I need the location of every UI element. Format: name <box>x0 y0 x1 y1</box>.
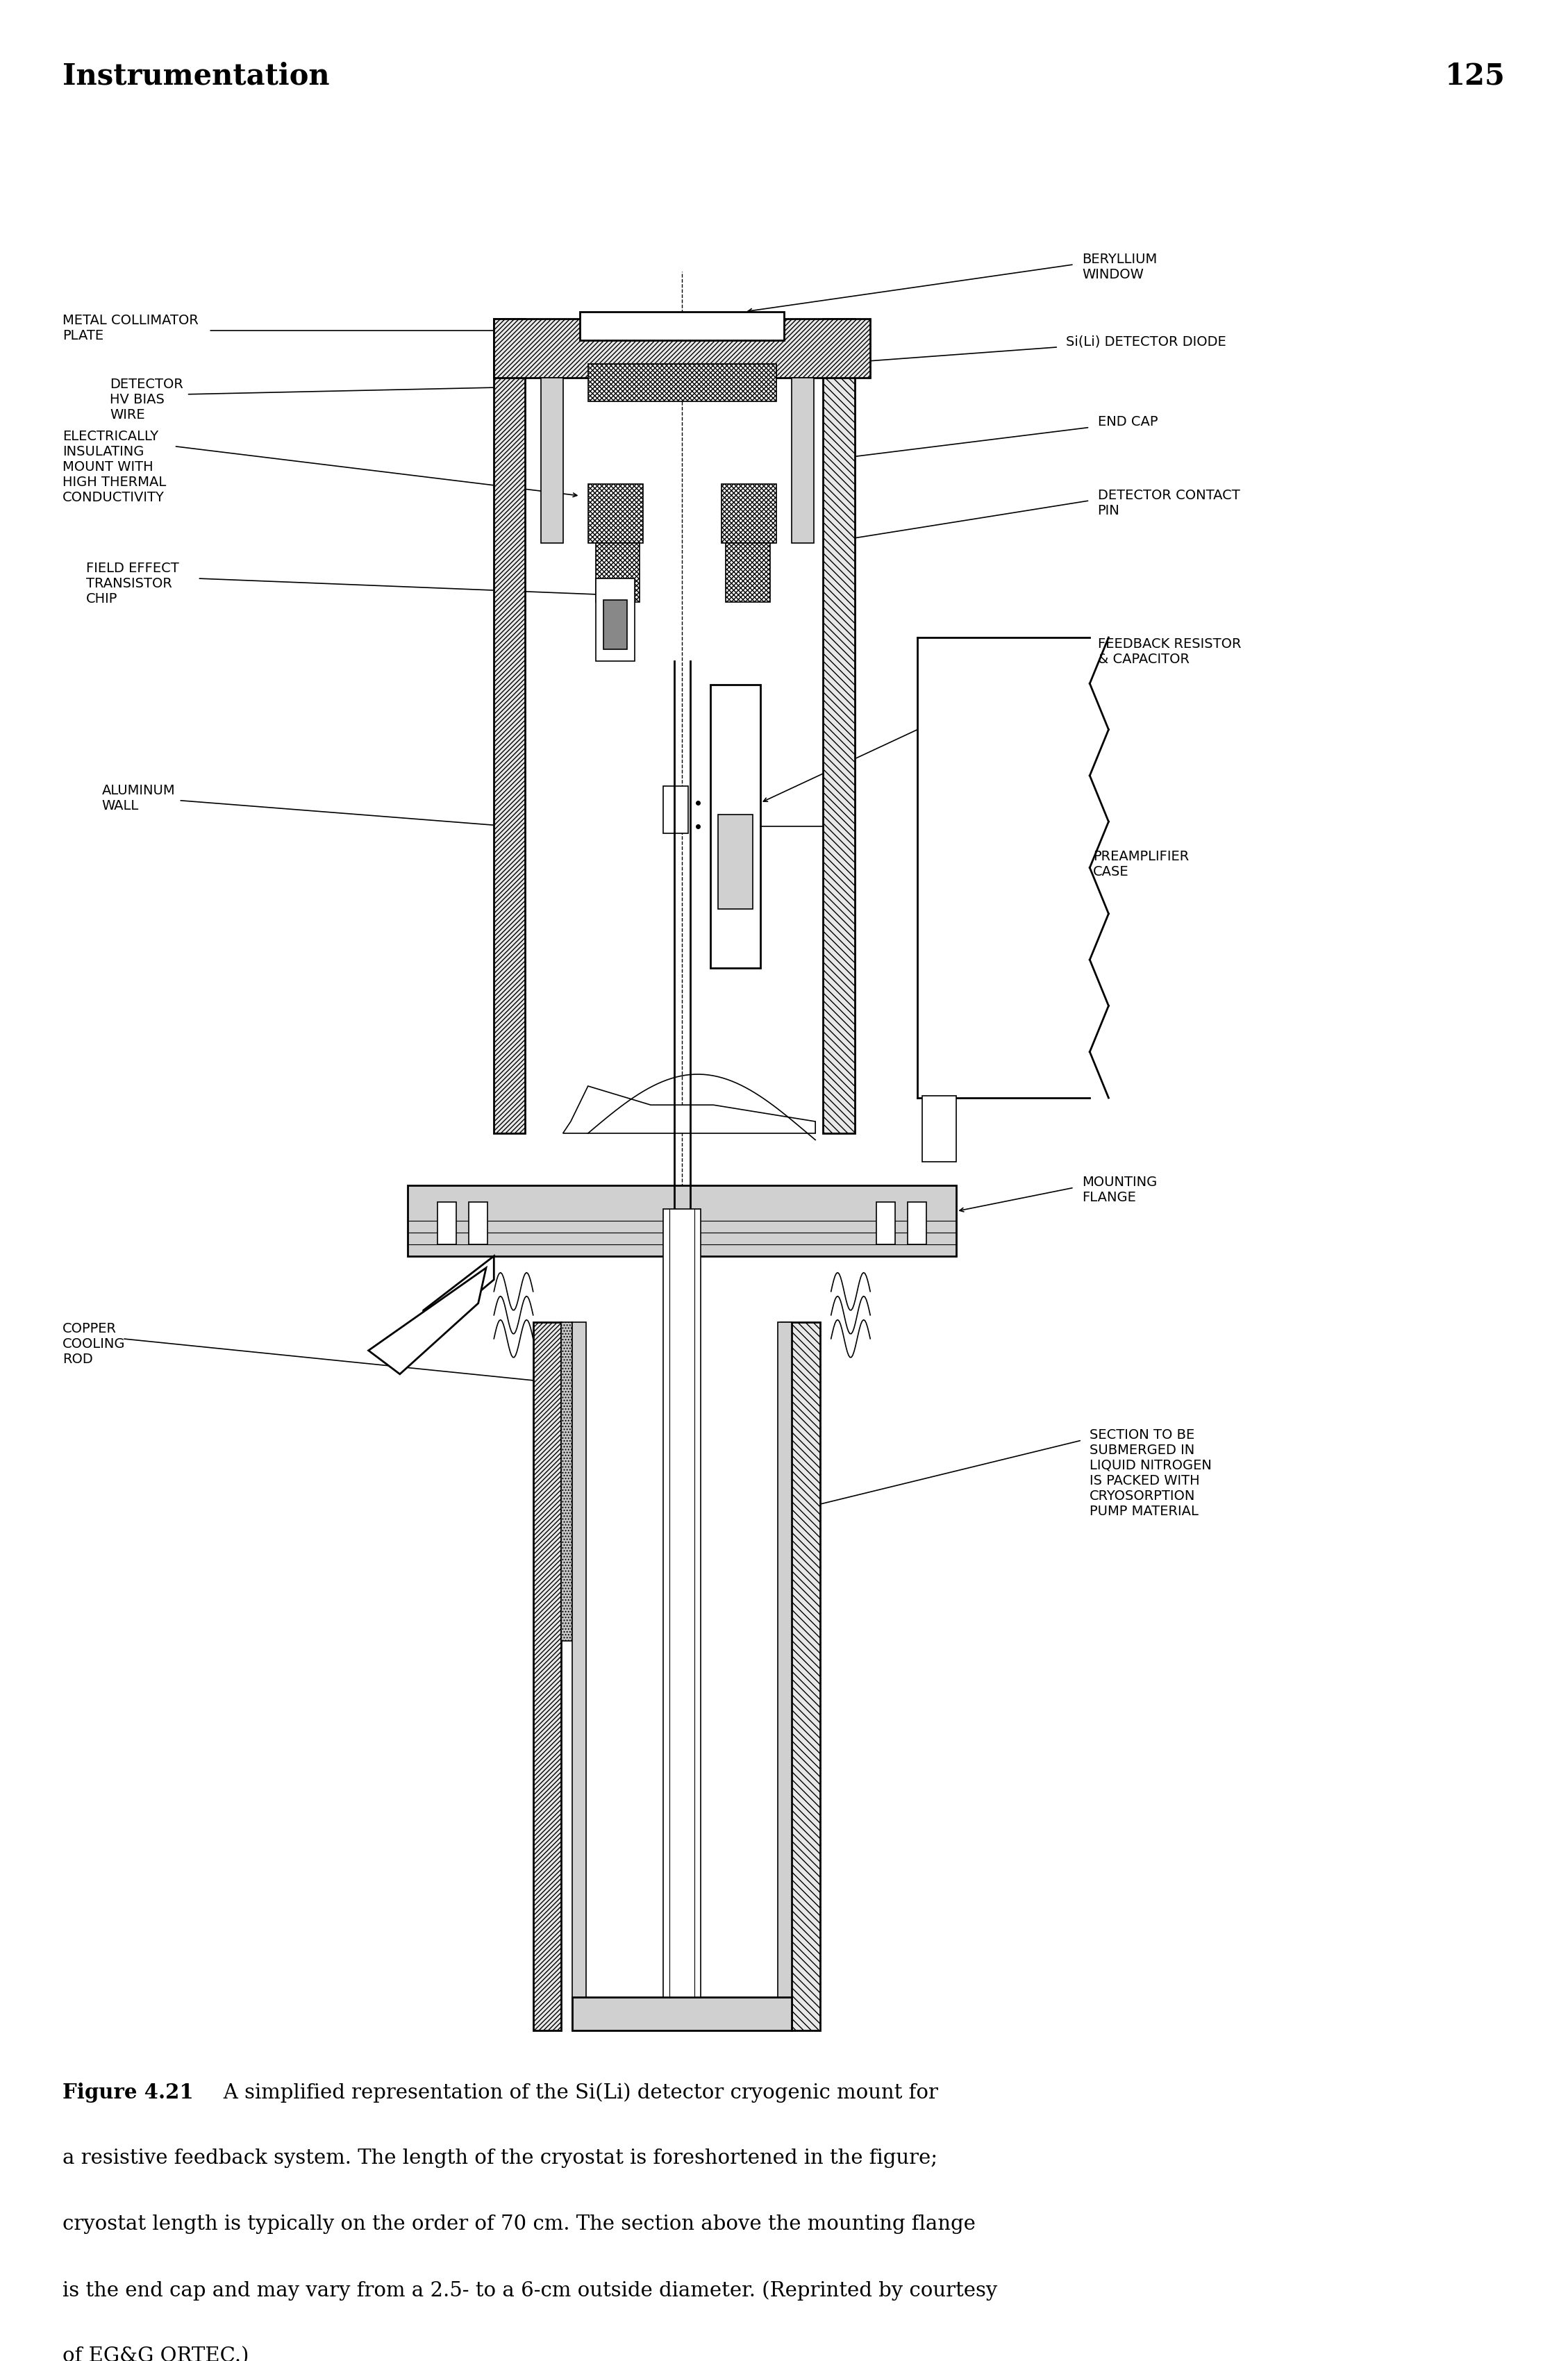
Bar <box>494 319 525 1133</box>
Polygon shape <box>423 1256 494 1339</box>
Text: FEEDBACK RESISTOR
& CAPACITOR: FEEDBACK RESISTOR & CAPACITOR <box>1098 637 1240 666</box>
Bar <box>572 1997 792 2030</box>
Text: COPPER
COOLING
ROD: COPPER COOLING ROD <box>63 1322 125 1367</box>
Bar <box>408 1185 956 1256</box>
Bar <box>917 637 1090 1098</box>
Text: METAL COLLIMATOR
PLATE: METAL COLLIMATOR PLATE <box>63 314 199 342</box>
Bar <box>437 1202 456 1244</box>
Bar <box>721 484 776 543</box>
Bar <box>561 1322 572 1641</box>
Bar <box>792 1322 820 2030</box>
Bar <box>792 378 814 543</box>
Text: DETECTOR
HV BIAS
WIRE: DETECTOR HV BIAS WIRE <box>110 378 183 423</box>
Text: A simplified representation of the Si(Li) detector cryogenic mount for: A simplified representation of the Si(Li… <box>204 2082 938 2101</box>
Polygon shape <box>368 1268 486 1374</box>
Text: ALUMINUM
WALL: ALUMINUM WALL <box>102 784 176 812</box>
Text: FIELD EFFECT
TRANSISTOR
CHIP: FIELD EFFECT TRANSISTOR CHIP <box>86 562 179 607</box>
Bar <box>710 685 760 968</box>
Bar <box>922 1096 956 1162</box>
Bar <box>663 786 688 833</box>
Text: cryostat length is typically on the order of 70 cm. The section above the mounti: cryostat length is typically on the orde… <box>63 2215 975 2234</box>
Text: MOUNTING
FLANGE: MOUNTING FLANGE <box>1082 1176 1157 1204</box>
Bar <box>533 1322 561 2030</box>
Text: 125: 125 <box>1446 61 1505 90</box>
Text: ELECTRICALLY
INSULATING
MOUNT WITH
HIGH THERMAL
CONDUCTIVITY: ELECTRICALLY INSULATING MOUNT WITH HIGH … <box>63 430 166 503</box>
Bar <box>778 1322 792 2030</box>
Bar <box>596 578 635 661</box>
Text: Figure 4.21: Figure 4.21 <box>63 2082 194 2104</box>
Polygon shape <box>563 1086 815 1133</box>
Text: END CAP: END CAP <box>1098 416 1157 430</box>
Text: PREAMPLIFIER
CASE: PREAMPLIFIER CASE <box>1093 850 1189 878</box>
Bar <box>663 1209 701 1997</box>
Bar <box>823 319 855 1133</box>
Text: a resistive feedback system. The length of the cryostat is foreshortened in the : a resistive feedback system. The length … <box>63 2149 938 2167</box>
Bar <box>541 378 563 543</box>
Text: Si(Li) DETECTOR DIODE: Si(Li) DETECTOR DIODE <box>1066 335 1226 349</box>
Bar <box>588 484 643 543</box>
Bar <box>469 1202 488 1244</box>
Text: SECTION TO BE
SUBMERGED IN
LIQUID NITROGEN
IS PACKED WITH
CRYOSORPTION
PUMP MATE: SECTION TO BE SUBMERGED IN LIQUID NITROG… <box>1090 1428 1212 1518</box>
Bar <box>781 1322 792 1641</box>
Text: BERYLLIUM
WINDOW: BERYLLIUM WINDOW <box>1082 253 1157 281</box>
Bar <box>604 600 627 649</box>
Text: DETECTOR CONTACT
PIN: DETECTOR CONTACT PIN <box>1098 489 1240 517</box>
Text: is the end cap and may vary from a 2.5- to a 6-cm outside diameter. (Reprinted b: is the end cap and may vary from a 2.5- … <box>63 2281 997 2300</box>
Bar <box>580 312 784 340</box>
Bar <box>726 543 770 602</box>
Bar <box>596 543 640 602</box>
Bar <box>494 319 870 378</box>
Bar <box>588 364 776 401</box>
Bar <box>718 815 753 909</box>
Text: Instrumentation: Instrumentation <box>63 61 329 90</box>
Bar <box>908 1202 927 1244</box>
Bar <box>572 1322 586 2030</box>
Text: of EG&G ORTEC.): of EG&G ORTEC.) <box>63 2347 249 2361</box>
Bar <box>877 1202 895 1244</box>
